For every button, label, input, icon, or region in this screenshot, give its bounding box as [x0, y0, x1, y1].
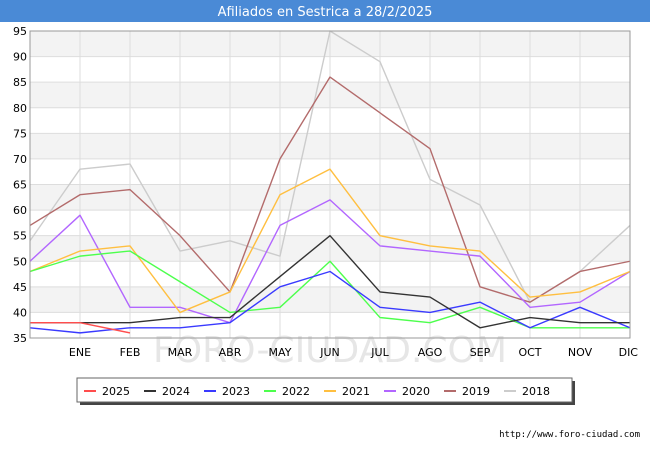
x-tick-label: FEB	[120, 346, 141, 359]
y-tick-label: 55	[13, 230, 27, 243]
x-tick-label: MAY	[269, 346, 292, 359]
legend-label-2020: 2020	[402, 385, 430, 398]
series-line-2019	[29, 76, 631, 303]
x-tick-label: NOV	[568, 346, 593, 359]
series-line-2024	[30, 234, 630, 329]
title-bar	[0, 0, 650, 22]
y-tick-label: 80	[13, 102, 27, 115]
x-tick-label: ABR	[219, 346, 242, 359]
y-tick-label: 35	[13, 332, 27, 345]
legend-label-2018: 2018	[522, 385, 550, 398]
legend: 2025 2024 2023 2022 2021 2020 2019 2018	[76, 377, 575, 405]
series-lines	[29, 30, 631, 334]
y-tick-label: 95	[13, 25, 27, 38]
y-axis: 35 40 45 50 55 60 65 70 75 80 85 90 95	[13, 25, 27, 345]
series-line-2021	[29, 168, 631, 314]
y-tick-label: 40	[13, 306, 27, 319]
legend-label-2023: 2023	[222, 385, 250, 398]
legend-label-2025: 2025	[102, 385, 130, 398]
plot-frame	[29, 30, 631, 339]
legend-label-2024: 2024	[162, 385, 190, 398]
legend-label-2022: 2022	[282, 385, 310, 398]
x-tick-label: DIC	[619, 346, 639, 359]
y-tick-label: 90	[13, 51, 27, 64]
y-tick-label: 65	[13, 179, 27, 192]
x-tick-label: MAR	[168, 346, 193, 359]
y-tick-label: 70	[13, 153, 27, 166]
x-tick-label: SEP	[470, 346, 491, 359]
x-tick-label: AGO	[418, 346, 443, 359]
x-tick-label: ENE	[69, 346, 91, 359]
x-axis: ENE FEB MAR ABR MAY JUN JUL AGO SEP OCT NOV DIC	[69, 346, 638, 359]
y-tick-label: 45	[13, 281, 27, 294]
legend-label-2021: 2021	[342, 385, 370, 398]
series-line-2020	[29, 199, 631, 324]
series-line-2023	[29, 270, 631, 334]
source-url[interactable]: http://www.foro-ciudad.com	[499, 430, 640, 440]
y-tick-label: 85	[13, 76, 27, 89]
x-tick-label: JUL	[370, 346, 389, 359]
y-tick-label: 75	[13, 127, 27, 140]
y-tick-label: 60	[13, 204, 27, 217]
chart-title: Afiliados en Sestrica a 28/2/2025	[218, 5, 433, 20]
legend-label-2019: 2019	[462, 385, 490, 398]
x-tick-label: OCT	[518, 346, 541, 359]
series-line-2025	[30, 321, 131, 334]
y-tick-label: 50	[13, 255, 27, 268]
x-tick-label: JUN	[319, 346, 340, 359]
